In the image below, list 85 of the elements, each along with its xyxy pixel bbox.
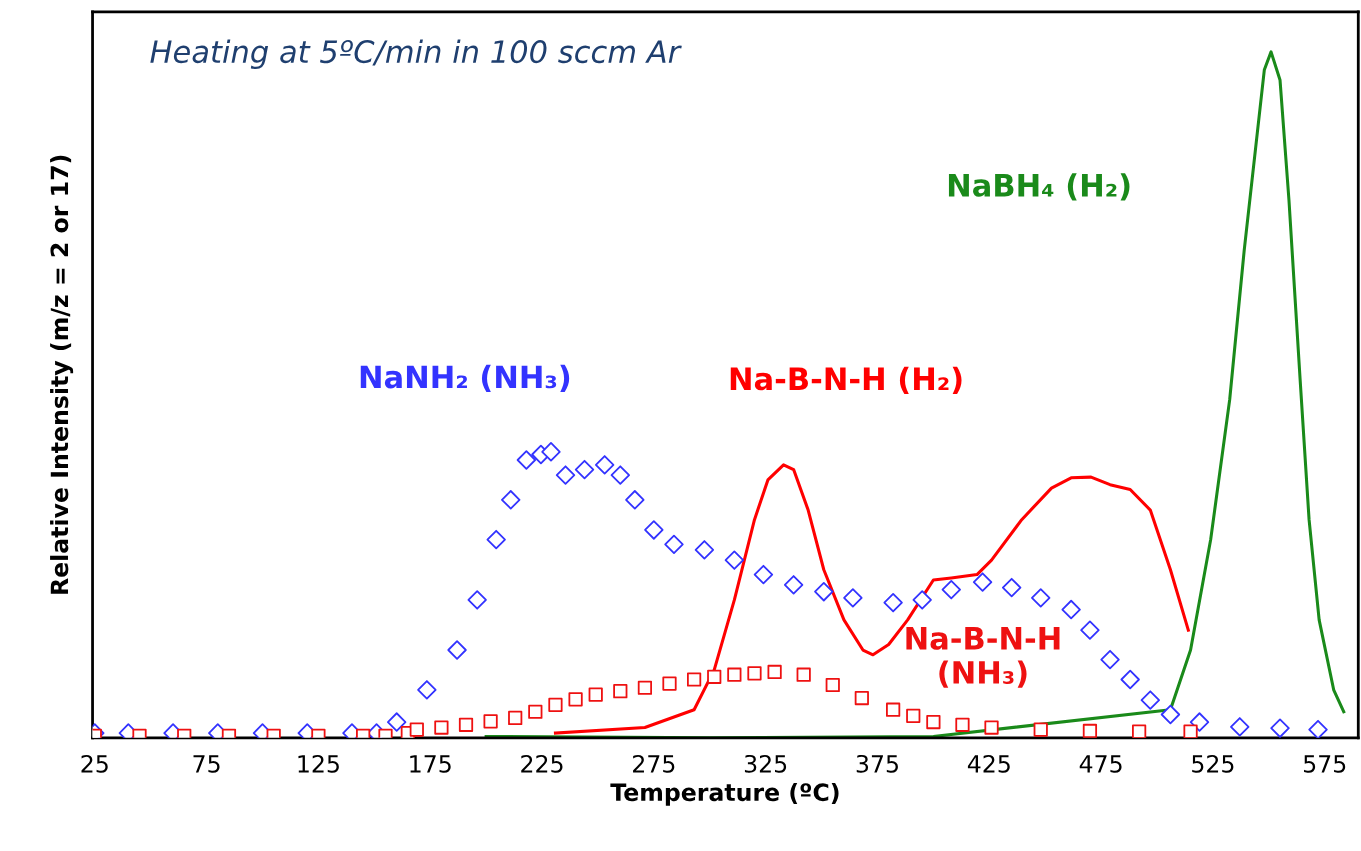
point — [1132, 724, 1147, 738]
point — [783, 575, 804, 595]
point — [1140, 690, 1160, 710]
x-tick-label: 575 — [1304, 755, 1346, 773]
point — [843, 588, 863, 608]
point — [984, 720, 999, 735]
point — [528, 704, 543, 719]
point — [926, 714, 941, 730]
point — [912, 590, 932, 610]
point — [516, 450, 537, 470]
x-tick-label: 225 — [521, 754, 563, 773]
point — [447, 640, 467, 660]
point — [753, 564, 774, 585]
point — [767, 664, 782, 680]
point — [644, 520, 664, 540]
x-tick-label: 425 — [967, 754, 1010, 773]
point — [694, 540, 715, 560]
series-label: Na-B-N-H (NH₃) — [906, 627, 1060, 688]
point — [686, 672, 702, 687]
point — [854, 690, 869, 706]
point — [955, 717, 970, 732]
point — [409, 722, 424, 737]
point — [1080, 620, 1100, 640]
x-tick-label: 525 — [1192, 754, 1234, 773]
point — [1033, 722, 1048, 737]
point — [458, 717, 474, 732]
point — [747, 666, 762, 681]
point — [613, 684, 628, 699]
point — [1160, 704, 1181, 725]
point — [541, 442, 561, 462]
annotation: Heating at 5ºC/min in 100 sccm Ar — [150, 39, 682, 70]
point — [1001, 577, 1022, 598]
x-tick-label: 175 — [410, 755, 451, 773]
point — [1230, 717, 1250, 737]
point — [906, 708, 921, 723]
point — [1189, 712, 1210, 732]
point — [941, 579, 961, 600]
x-tick-label: 25 — [81, 754, 108, 773]
x-tick-label: 125 — [298, 754, 339, 773]
point — [1082, 723, 1098, 738]
point — [727, 667, 742, 682]
x-tick-label: 375 — [856, 754, 898, 773]
point — [467, 590, 487, 610]
point — [594, 455, 615, 475]
text: Na-B-N-H (H₂) — [730, 366, 962, 394]
y-axis-title: Relative Intensity (m/z = 2 or 17) — [50, 155, 74, 594]
point — [637, 680, 653, 695]
point — [501, 490, 521, 510]
point — [664, 534, 684, 555]
point — [610, 465, 630, 485]
point — [1100, 649, 1120, 670]
point — [548, 697, 563, 713]
x-tick-label: 325 — [744, 754, 787, 773]
point — [508, 710, 523, 726]
point — [386, 712, 407, 732]
point — [1270, 718, 1290, 738]
point — [972, 572, 993, 592]
x-tick-label: 475 — [1079, 755, 1122, 773]
point — [486, 529, 506, 550]
point — [568, 692, 583, 707]
point — [814, 582, 834, 602]
point — [434, 720, 449, 735]
point — [883, 592, 903, 613]
point — [724, 550, 745, 570]
x-tick-label: 75 — [193, 755, 220, 773]
point — [625, 490, 645, 510]
point — [574, 459, 595, 480]
point — [588, 687, 603, 702]
point — [1308, 719, 1328, 738]
point — [483, 714, 498, 729]
point — [1031, 588, 1051, 608]
point — [886, 702, 901, 717]
point — [417, 680, 437, 700]
point — [555, 465, 576, 485]
x-axis-title: Temperature (ºC) — [610, 782, 839, 806]
point — [1183, 724, 1198, 738]
point — [1120, 669, 1140, 690]
x-tick-label: 275 — [633, 754, 675, 773]
text: NaBH₄ (H₂) — [948, 173, 1130, 201]
point — [707, 669, 722, 684]
point — [1061, 599, 1081, 620]
series-label: NaNH₂ (NH₃) — [360, 364, 570, 392]
point — [796, 667, 811, 682]
point — [825, 677, 840, 693]
point — [662, 676, 677, 691]
